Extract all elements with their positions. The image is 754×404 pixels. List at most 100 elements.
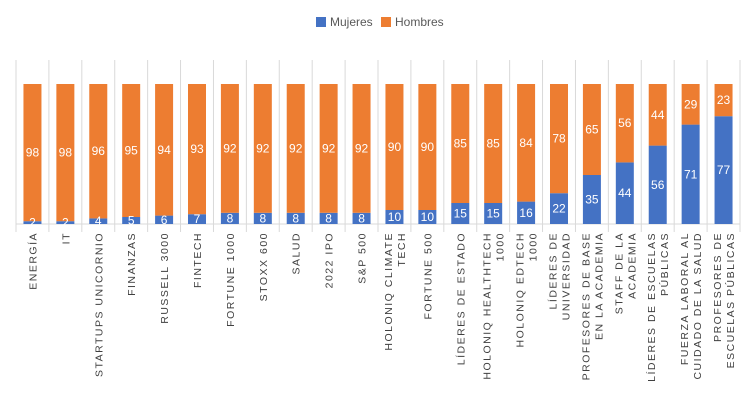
bar-hombres-7 — [253, 84, 272, 213]
category-label-18: STAFF DE LA ACADEMIA — [613, 232, 638, 314]
data-label-hombres-21: 23 — [717, 93, 731, 107]
bar-mujeres-2 — [89, 218, 108, 224]
bar-hombres-8 — [286, 84, 305, 213]
category-label-3: FINANZAS — [126, 232, 138, 296]
data-label-mujeres-18: 44 — [618, 186, 632, 200]
category-label-19: LÍDERES DE ESCUELAS PÚBLICAS — [645, 232, 671, 382]
bar-mujeres-10 — [352, 212, 371, 224]
legend-label-hombres: Hombres — [395, 15, 444, 29]
category-label-line: STOXX 600 — [258, 232, 270, 301]
bars-layer — [23, 84, 733, 224]
legend: Mujeres Hombres — [316, 15, 444, 29]
bar-hombres-12 — [418, 84, 437, 210]
category-label-line: UNIVERSIDAD — [561, 232, 573, 320]
bar-mujeres-15 — [517, 201, 536, 224]
category-label-line: STAFF DE LA — [613, 232, 625, 314]
category-label-21: PROFESORES DE ESCUELAS PÚBLICAS — [712, 232, 737, 368]
bar-hombres-17 — [582, 84, 601, 175]
category-label-line: LÍDERES DE ESTADO — [454, 232, 467, 365]
category-label-12: FORTUNE 500 — [422, 232, 434, 320]
bar-mujeres-21 — [714, 116, 733, 224]
bar-mujeres-3 — [122, 217, 141, 224]
category-label-line: LÍDERES DE ESCUELAS — [645, 232, 658, 382]
data-label-hombres-19: 44 — [651, 108, 665, 122]
bar-hombres-21 — [714, 84, 733, 117]
data-label-hombres-17: 65 — [585, 123, 599, 137]
category-label-16: LÍDERES DE UNIVERSIDAD — [547, 232, 573, 320]
category-label-line: HOLONIQ HEALTHTECH — [482, 232, 494, 380]
bar-mujeres-4 — [155, 215, 174, 224]
data-label-hombres-0: 98 — [26, 146, 40, 160]
category-label-7: STOXX 600 — [258, 232, 270, 301]
bar-mujeres-16 — [550, 193, 568, 224]
data-label-hombres-20: 29 — [684, 97, 698, 111]
category-label-line: LÍDERES DE — [547, 232, 560, 309]
category-label-line: 2022 IPO — [324, 232, 336, 288]
data-label-hombres-18: 56 — [618, 116, 632, 130]
data-label-mujeres-11: 10 — [388, 210, 402, 224]
category-label-line: PROFESORES DE BASE — [580, 232, 592, 380]
category-label-line: PÚBLICAS — [658, 232, 671, 296]
category-label-2: STARTUPS UNICORNIO — [93, 232, 105, 377]
bar-hombres-15 — [517, 84, 536, 202]
data-label-mujeres-2: 4 — [95, 214, 102, 228]
category-label-line: S&P 500 — [357, 232, 369, 284]
category-label-line: CUIDADO DE LA SALUD — [692, 232, 704, 380]
bar-mujeres-7 — [253, 212, 272, 224]
category-label-line: FINANZAS — [126, 232, 138, 296]
category-label-line: ENERGÍA — [26, 232, 39, 290]
data-label-mujeres-12: 10 — [421, 210, 435, 224]
bar-mujeres-1 — [56, 221, 75, 224]
bar-mujeres-12 — [418, 210, 437, 224]
legend-label-mujeres: Mujeres — [330, 15, 373, 29]
data-label-hombres-1: 98 — [59, 146, 73, 160]
category-labels-layer: ENERGÍA IT STARTUPS UNICORNIO FINANZAS RUSSE… — [26, 232, 737, 382]
data-label-hombres-15: 84 — [519, 136, 533, 150]
data-label-mujeres-20: 71 — [684, 167, 698, 181]
category-label-4: RUSSELL 3000 — [159, 232, 171, 324]
bar-mujeres-18 — [615, 162, 634, 224]
bar-mujeres-6 — [220, 212, 239, 224]
data-label-hombres-7: 92 — [256, 141, 270, 155]
data-label-mujeres-16: 22 — [552, 202, 566, 216]
bar-hombres-14 — [484, 84, 503, 203]
data-label-mujeres-10: 8 — [358, 211, 365, 225]
bar-hombres-2 — [89, 84, 108, 219]
data-label-hombres-3: 95 — [125, 144, 139, 158]
data-label-mujeres-4: 6 — [161, 213, 168, 227]
category-label-10: S&P 500 — [357, 232, 369, 284]
data-label-mujeres-6: 8 — [227, 211, 234, 225]
bar-hombres-5 — [188, 84, 206, 215]
data-label-mujeres-17: 35 — [585, 193, 599, 207]
category-label-line: 1000 — [495, 232, 507, 261]
category-label-line: RUSSELL 3000 — [159, 232, 171, 324]
data-label-mujeres-7: 8 — [259, 211, 266, 225]
bar-hombres-13 — [451, 84, 470, 203]
data-label-mujeres-5: 7 — [194, 212, 201, 226]
data-label-hombres-16: 78 — [552, 132, 566, 146]
bar-hombres-6 — [220, 84, 239, 213]
data-label-mujeres-1: 2 — [62, 216, 69, 230]
bar-mujeres-0 — [23, 221, 42, 224]
bar-hombres-0 — [23, 84, 42, 222]
data-label-mujeres-3: 5 — [128, 214, 135, 228]
bar-hombres-1 — [56, 84, 75, 222]
bar-hombres-16 — [550, 84, 568, 194]
data-label-hombres-9: 92 — [322, 141, 336, 155]
data-label-hombres-14: 85 — [487, 137, 501, 151]
data-label-hombres-2: 96 — [92, 144, 106, 158]
bar-mujeres-9 — [319, 212, 338, 224]
category-label-line: TECH — [396, 232, 408, 267]
bar-hombres-20 — [681, 84, 700, 125]
bar-mujeres-13 — [451, 203, 470, 224]
bar-mujeres-17 — [582, 175, 601, 224]
category-label-line: EN LA ACADEMIA — [593, 232, 605, 340]
data-label-mujeres-14: 15 — [487, 207, 501, 221]
category-label-0: ENERGÍA — [26, 232, 39, 290]
bar-hombres-18 — [615, 84, 634, 163]
bar-hombres-10 — [352, 84, 371, 213]
value-labels-layer: 2982984965956947938928928928928921090109… — [26, 93, 731, 230]
category-label-8: SALUD — [291, 232, 303, 275]
data-label-mujeres-19: 56 — [651, 178, 665, 192]
category-label-13: LÍDERES DE ESTADO — [454, 232, 467, 365]
